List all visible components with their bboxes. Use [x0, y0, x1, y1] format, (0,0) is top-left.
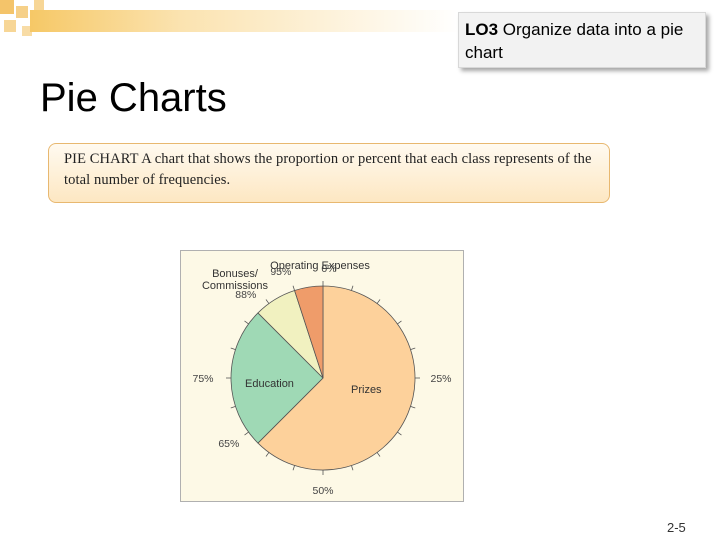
scale-label: 0% [321, 263, 336, 275]
pie-tick [376, 452, 381, 457]
pie-slice-education [230, 312, 324, 444]
decorative-corner [0, 0, 60, 50]
scale-label: 25% [430, 373, 451, 385]
pie-tick [410, 347, 416, 350]
header-bar [30, 10, 460, 32]
pie-slice-prizes [257, 285, 416, 471]
learning-objective-box: LO3 Organize data into a pie chart [458, 12, 706, 68]
pie-tick [397, 431, 402, 436]
slice-label-prizes: Prizes [351, 384, 382, 396]
slice-label-bonuses-commissions: Bonuses/Commissions [202, 268, 269, 292]
definition-term: PIE CHART [64, 151, 139, 167]
pie-tick [230, 347, 236, 350]
pie-tick [351, 465, 354, 471]
definition-box: PIE CHART A chart that shows the proport… [48, 143, 610, 203]
scale-label: 65% [218, 438, 239, 450]
scale-label: 88% [235, 289, 256, 301]
pie-tick [244, 431, 249, 436]
pie-tick [292, 465, 295, 471]
slice-label-operating-expenses: Operating Expenses [270, 260, 370, 272]
learning-objective-text: Organize data into a pie chart [465, 20, 684, 62]
pie-tick [244, 320, 249, 325]
pie-tick [397, 320, 402, 325]
pie-tick [376, 299, 381, 304]
slice-label-education: Education [245, 378, 294, 390]
definition-text: A chart that shows the proportion or per… [64, 151, 592, 188]
scale-label: 75% [192, 373, 213, 385]
pie-tick [230, 406, 236, 409]
pie-tick [351, 285, 354, 291]
slide-title: Pie Charts [40, 76, 227, 120]
scale-label: 95% [270, 266, 291, 278]
pie-chart: Prizes Education Bonuses/CommissionsOperat… [192, 260, 451, 497]
pie-tick [265, 452, 270, 457]
pie-tick [265, 299, 270, 304]
pie-tick [292, 285, 295, 291]
scale-label: 50% [312, 485, 333, 497]
pie-tick [410, 406, 416, 409]
page-number: 2-5 [667, 520, 686, 535]
pie-chart-frame: Prizes Education Bonuses/Commissions Operat… [180, 250, 464, 502]
learning-objective-code: LO3 [465, 20, 499, 39]
